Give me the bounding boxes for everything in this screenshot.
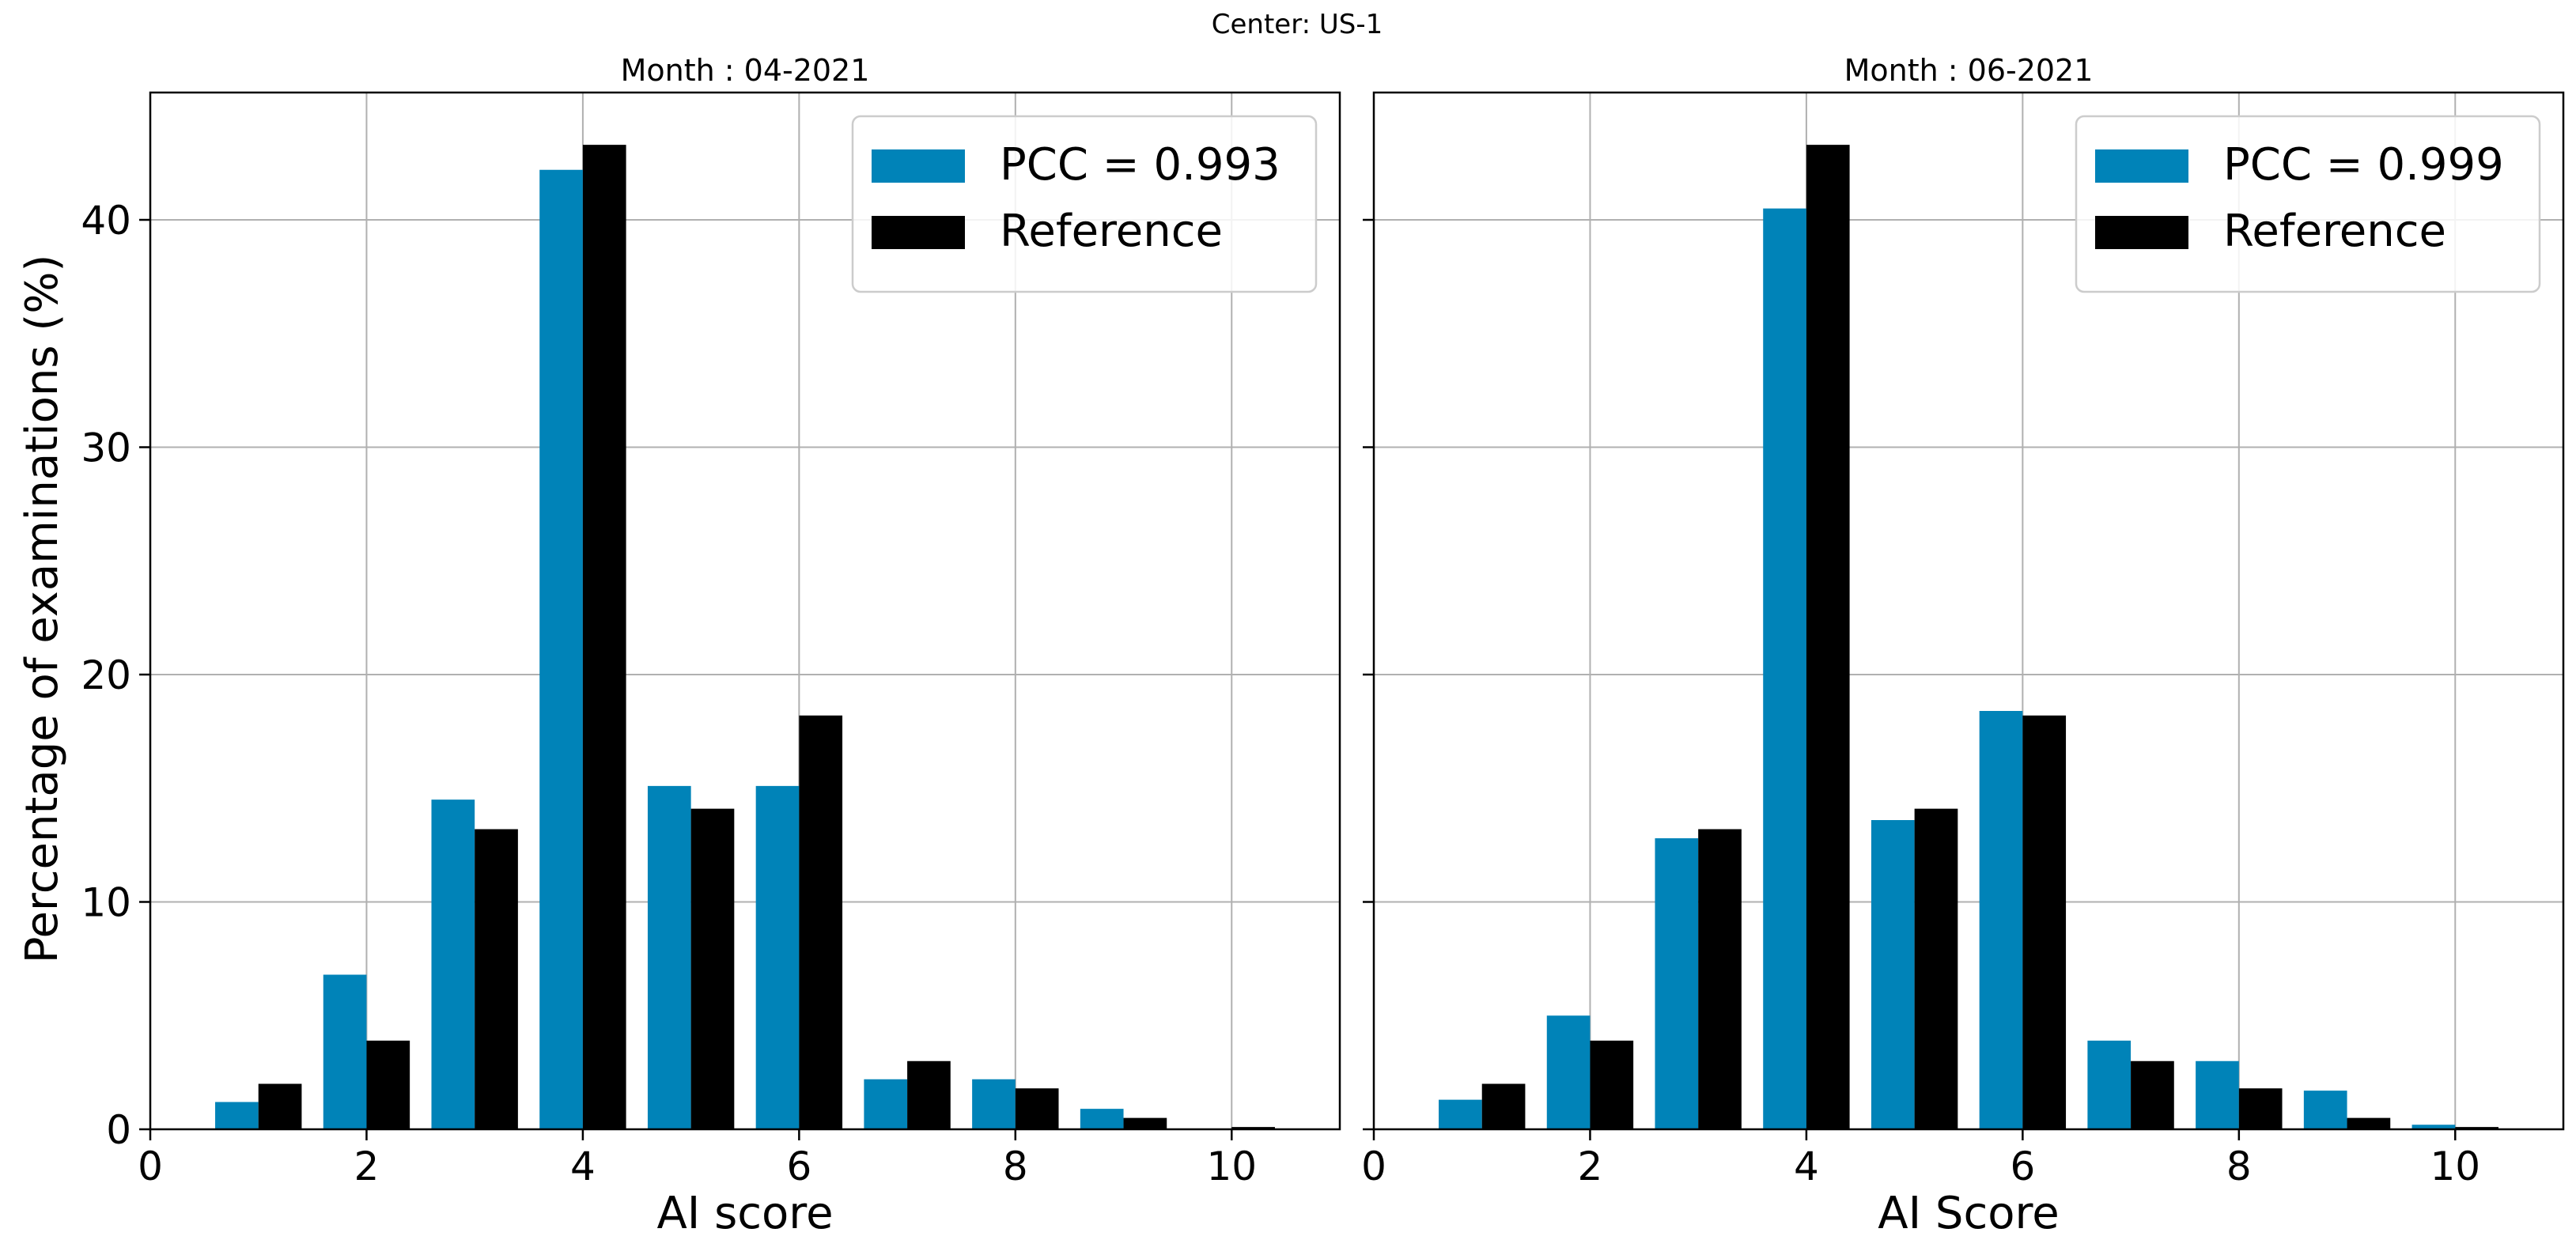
ai-score-bar [2087,1040,2132,1129]
x-axis-label: AI score [656,1188,833,1239]
y-tick-label: 40 [81,198,131,244]
reference-bar [1698,829,1742,1129]
reference-bar [1590,1040,1634,1129]
reference-bar [2238,1088,2283,1129]
legend-swatch [2095,216,2188,249]
reference-bar [2131,1060,2174,1129]
reference-bar [2455,1127,2498,1129]
plot-frame [1372,91,2565,1131]
ai-score-bar [2411,1125,2456,1129]
reference-bar [1123,1117,1167,1129]
reference-bar [2022,715,2067,1129]
legend-label: Reference [2223,206,2446,257]
ai-score-bar [647,785,691,1129]
legend-swatch [2095,149,2188,183]
reference-bar [690,808,735,1129]
x-tick-label: 4 [1794,1144,1819,1189]
reference-bar [1481,1083,1526,1129]
ai-score-bar [1546,1015,1591,1129]
y-tick-label: 10 [81,880,131,926]
ai-score-bar [1439,1099,1482,1129]
y-axis-label: Percentage of examinations (%) [17,255,68,964]
ai-score-bar [972,1079,1016,1129]
legend-swatch [872,149,965,183]
reference-bar [1914,808,1958,1129]
x-tick-label: 10 [2430,1144,2480,1189]
ai-score-bar [755,785,800,1129]
reference-bar [475,829,518,1129]
ai-score-bar [864,1079,908,1129]
x-tick-label: 0 [138,1144,163,1189]
figure-suptitle: Center: US-1 [1212,9,1383,40]
x-tick-label: 0 [1361,1144,1386,1189]
legend-label: Reference [1000,206,1223,257]
x-tick-label: 2 [354,1144,380,1189]
legend-swatch [872,216,965,249]
subplot-title: Month : 06-2021 [1844,53,2094,88]
ai-score-bar [1979,711,2023,1129]
x-tick-label: 10 [1206,1144,1257,1189]
reference-bar [258,1083,302,1129]
ai-score-bar [2303,1091,2347,1129]
ai-score-bar [2196,1060,2239,1129]
legend-box [2075,115,2541,293]
reference-bar [799,715,843,1129]
subplot-2: 0 2 4 6 8 10 Month : 06-2021 AI Score PCC = 0.99… [1361,53,2565,1239]
x-tick-label: 8 [2226,1144,2252,1189]
ai-score-bar [539,169,583,1129]
y-tick-label: 20 [81,652,131,698]
x-tick-label: 2 [1578,1144,1603,1189]
ai-score-bar [1655,838,1699,1129]
ai-score-bar [323,974,367,1129]
subplot-title: Month : 04-2021 [621,53,870,88]
ai-score-bar [431,800,475,1129]
subplot-1: 0 2 4 6 8 10 0 10 20 30 40 Month : 04-2021 AI score P… [81,53,1341,1239]
ai-score-bar [1871,820,1915,1129]
reference-bar [1015,1088,1059,1129]
legend-label: PCC = 0.993 [1000,139,1280,191]
y-tick-label: 0 [106,1107,131,1153]
reference-bar [2347,1117,2391,1129]
reference-bar [1231,1127,1275,1129]
x-tick-label: 8 [1003,1144,1028,1189]
legend-box [851,115,1318,293]
reference-bar [582,145,626,1129]
y-tick-label: 30 [81,425,131,471]
x-axis-label: AI Score [1878,1188,2059,1239]
reference-bar [366,1040,410,1129]
ai-score-bar [1080,1109,1124,1129]
ai-score-bar [1763,208,1806,1129]
x-tick-label: 4 [570,1144,596,1189]
reference-bar [1806,145,1850,1129]
x-tick-label: 6 [2010,1144,2035,1189]
reference-bar [907,1060,951,1129]
legend-label: PCC = 0.999 [2223,139,2504,191]
plot-frame [149,91,1341,1131]
x-tick-label: 6 [786,1144,811,1189]
ai-score-bar [215,1102,259,1129]
